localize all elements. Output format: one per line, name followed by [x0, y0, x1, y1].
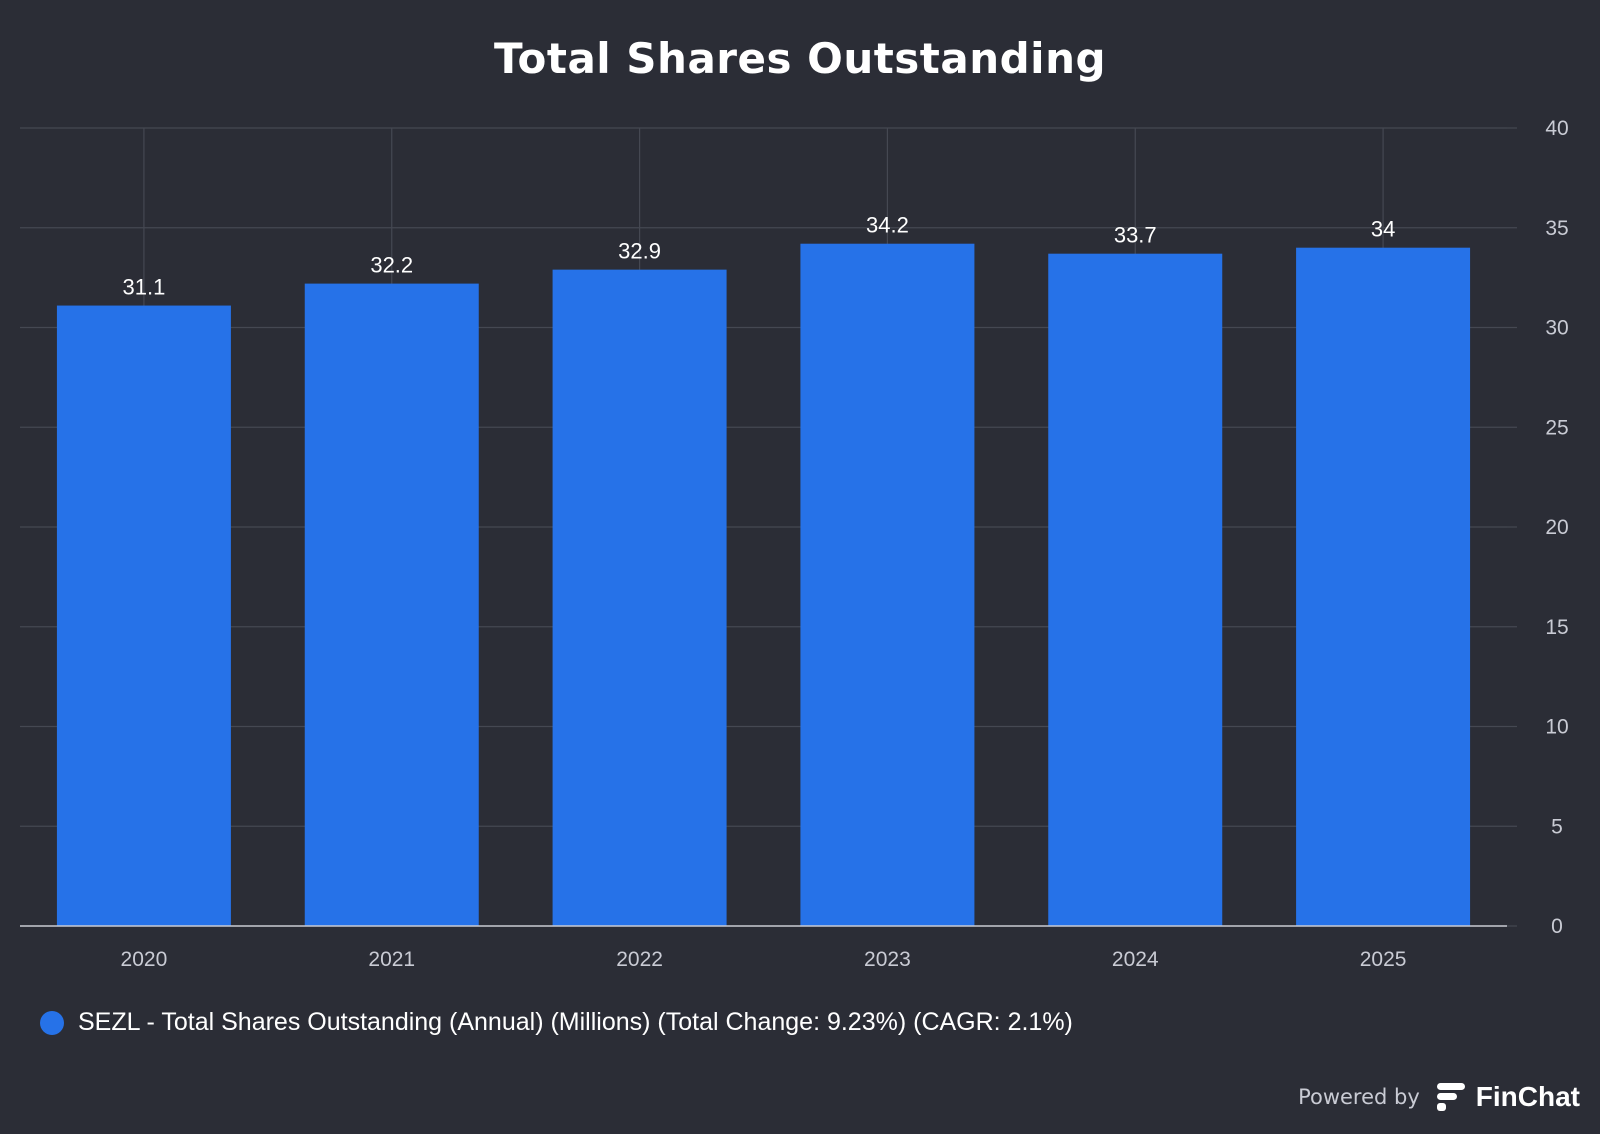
value-label: 32.9 [618, 239, 661, 264]
y-tick-label: 0 [1551, 915, 1563, 938]
x-tick-label: 2021 [368, 948, 415, 971]
bar-2020 [56, 305, 231, 926]
bar-2023 [800, 243, 975, 926]
finchat-logo-icon [1436, 1083, 1465, 1111]
y-tick-label: 10 [1545, 716, 1568, 739]
x-tick-label: 2020 [121, 948, 168, 971]
y-tick-label: 40 [1545, 117, 1568, 140]
legend-label: SEZL - Total Shares Outstanding (Annual)… [78, 1008, 1073, 1036]
x-tick-label: 2022 [616, 948, 663, 971]
y-tick-label: 5 [1551, 815, 1563, 838]
value-label: 34 [1371, 217, 1395, 242]
value-label: 32.2 [370, 253, 413, 278]
bar-2025 [1296, 247, 1471, 926]
brand-name: FinChat [1475, 1081, 1580, 1112]
y-tick-label: 20 [1545, 516, 1568, 539]
value-label: 33.7 [1114, 223, 1157, 248]
bar-2022 [552, 269, 727, 926]
y-tick-label: 15 [1545, 616, 1568, 639]
value-labels: 31.1 32.2 32.9 34.2 33.7 34 [123, 213, 1396, 300]
legend-swatch [40, 1010, 64, 1035]
value-label: 31.1 [123, 275, 166, 300]
y-tick-label: 35 [1545, 217, 1568, 240]
chart-title: Total Shares Outstanding [493, 34, 1107, 83]
powered-by-footer[interactable]: Powered by FinChat [1298, 1080, 1580, 1114]
bars [56, 243, 1471, 926]
x-tick-label: 2025 [1360, 948, 1407, 971]
bar-2024 [1048, 253, 1223, 926]
y-tick-label: 30 [1545, 317, 1568, 340]
x-tick-label: 2023 [864, 948, 911, 971]
bar-2021 [304, 283, 479, 926]
legend[interactable]: SEZL - Total Shares Outstanding (Annual)… [40, 1008, 1073, 1037]
value-label: 34.2 [866, 213, 909, 238]
y-tick-label: 25 [1545, 416, 1568, 439]
powered-by-text: Powered by [1298, 1085, 1420, 1109]
x-tick-label: 2024 [1112, 948, 1159, 971]
grid-lines [20, 127, 1517, 927]
